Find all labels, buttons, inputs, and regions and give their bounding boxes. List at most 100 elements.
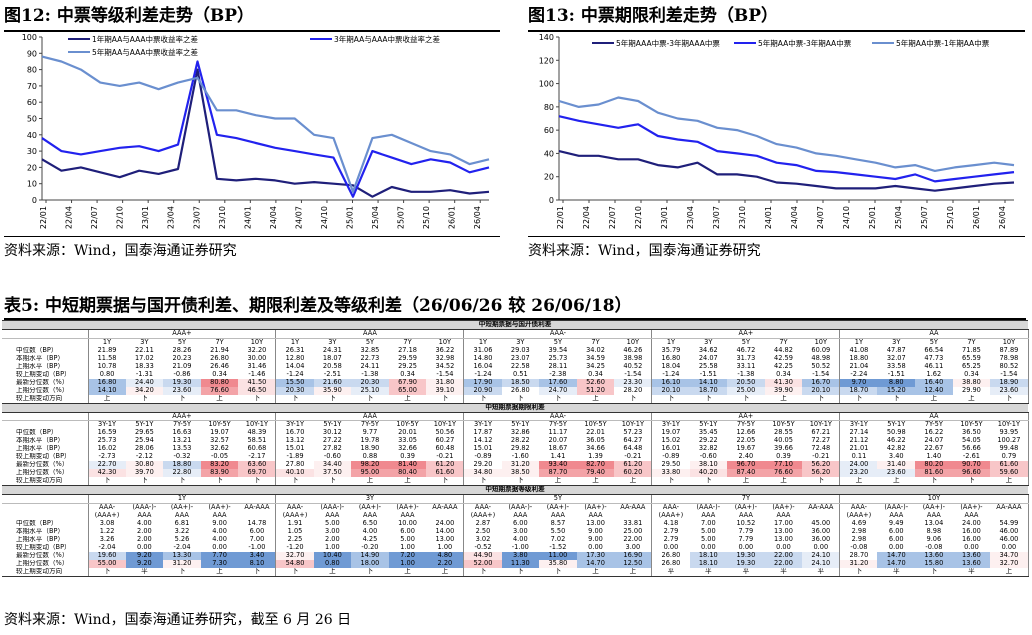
table-cell: 39.90 (764, 386, 803, 395)
table-cell: 下 (163, 567, 201, 577)
group-header: AAA- (463, 329, 653, 339)
table-cell: 0.88 (362, 453, 378, 461)
table-cell: 46.72 (736, 346, 756, 354)
table-cell: 71.85 (962, 346, 981, 354)
series-line-2 (558, 115, 1015, 183)
table-cell: 46.11 (924, 362, 944, 370)
table-cell: 22.00 (764, 559, 803, 568)
table-cell: 下 (313, 477, 352, 487)
table-cell: -1.24 (286, 370, 304, 378)
table-cell: 下 (689, 394, 728, 404)
table-cell: 12.50 (614, 559, 653, 568)
table-cell: 11.30 (501, 559, 540, 568)
column-header: 5Y (365, 338, 375, 346)
table-cell: 13.21 (172, 437, 192, 445)
table-cell: 26.80 (510, 386, 530, 394)
table-cell: 9.00 (588, 535, 603, 544)
column-header: 10Y-1Y (614, 420, 653, 430)
column-header: (AAA-)- (132, 503, 157, 512)
table-cell: 10.52 (736, 519, 756, 528)
x-tick-label: 23/07 (712, 206, 721, 229)
table-cell: 39.10 (426, 386, 465, 395)
table-cell: 平 (764, 567, 803, 577)
table-cell: -2.04 (98, 543, 116, 552)
table-cell: 下 (990, 394, 1029, 404)
table-cell: 3.40 (888, 453, 904, 461)
table-cell: -0.08 (925, 543, 943, 552)
table-cell: 下 (426, 477, 465, 487)
table-cell: -1.20 (286, 543, 304, 552)
table-cell: 100.27 (990, 437, 1029, 446)
table-cell: 上 (839, 477, 878, 487)
table-cell: 48.39 (238, 429, 277, 438)
column-header: AA-AAA (614, 503, 653, 512)
table-cell: 21.94 (210, 346, 230, 354)
table-cell: 35.90 (313, 386, 352, 395)
table-source: 资料来源：Wind，国泰海通证券研究，截至 6 月 26 日 (4, 612, 352, 628)
table-cell: 22.05 (736, 437, 756, 445)
column-header (990, 511, 1029, 520)
table-cell: 上 (88, 394, 126, 404)
column-header: AAA- (286, 503, 304, 512)
table-cell: 上 (200, 567, 239, 577)
table-cell: 0.79 (990, 453, 1029, 462)
table-cell: 平 (952, 567, 991, 577)
table-cell: 19.67 (736, 445, 756, 453)
fig13-source: 资料来源：Wind，国泰海通证券研究 (528, 243, 761, 259)
column-header: 5Y (553, 338, 563, 346)
table-cell: 下 (689, 477, 728, 487)
table-cell: 19.30 (163, 378, 201, 387)
column-header: 7Y (403, 338, 412, 346)
column-header: 10Y-1Y (238, 420, 277, 430)
table-cell: 28.11 (548, 362, 568, 370)
table-cell: 41.50 (238, 378, 277, 387)
table-cell: 13.60 (952, 551, 991, 560)
table-cell: 38.98 (614, 354, 653, 363)
table-cell: 2.79 (663, 535, 679, 544)
table-cell: 13.00 (774, 535, 793, 544)
table-cell: 22.58 (510, 362, 530, 370)
table-cell: -1.51 (699, 370, 717, 378)
column-header: (AA+)- (208, 503, 231, 512)
table-cell: 19.07 (210, 429, 230, 437)
column-header: (AAA+) (282, 511, 308, 520)
table-cell: 79.40 (576, 469, 615, 478)
column-header: (AA+)- (170, 503, 194, 512)
table-cell: 36.05 (586, 437, 605, 445)
x-tick-label: 26/04 (473, 206, 482, 229)
table-cell: 15.01 (285, 445, 305, 453)
fig13-title-rule (528, 30, 1025, 32)
table-cell: 7.79 (738, 535, 754, 544)
table-cell: -2.51 (323, 370, 341, 378)
table-cell: 65.25 (962, 362, 981, 370)
table-cell: 56.20 (802, 469, 841, 478)
table-cell: 3.22 (174, 527, 190, 536)
table-cell: 16.00 (962, 527, 981, 536)
table-cell: 24.00 (426, 519, 465, 528)
row-label: 上期分位数（%） (2, 559, 89, 568)
group-header: AAA+ (88, 329, 277, 339)
table-cell: 4.00 (137, 519, 152, 528)
column-header: AAA (926, 511, 941, 520)
table-cell: 下 (839, 394, 878, 404)
table-cell: 10.78 (97, 362, 117, 370)
table-cell: 1.00 (325, 543, 340, 552)
y-tick-label: 50 (27, 115, 37, 124)
table-cell: 上 (388, 394, 427, 404)
row-label: 上期水平（BP） (2, 535, 89, 544)
table-cell: 20.07 (548, 437, 568, 445)
table-cell: 1.22 (99, 527, 115, 536)
table-cell: 28.20 (614, 386, 653, 395)
table-cell: 3.02 (475, 535, 491, 544)
table-cell: -2.12 (135, 453, 153, 461)
column-header: 1Y (290, 338, 300, 346)
x-tick-label: 23/01 (141, 206, 150, 229)
table-cell: 0.34 (964, 370, 979, 378)
table-cell: 下 (614, 394, 653, 404)
group-header: AA (839, 329, 1029, 339)
row-label: 较上期变动（BP） (2, 543, 89, 552)
table-cell: 上 (990, 477, 1029, 487)
table-cell: 4.69 (851, 519, 867, 528)
table-cell: 57.23 (614, 429, 653, 438)
column-header: AAA (964, 511, 979, 520)
